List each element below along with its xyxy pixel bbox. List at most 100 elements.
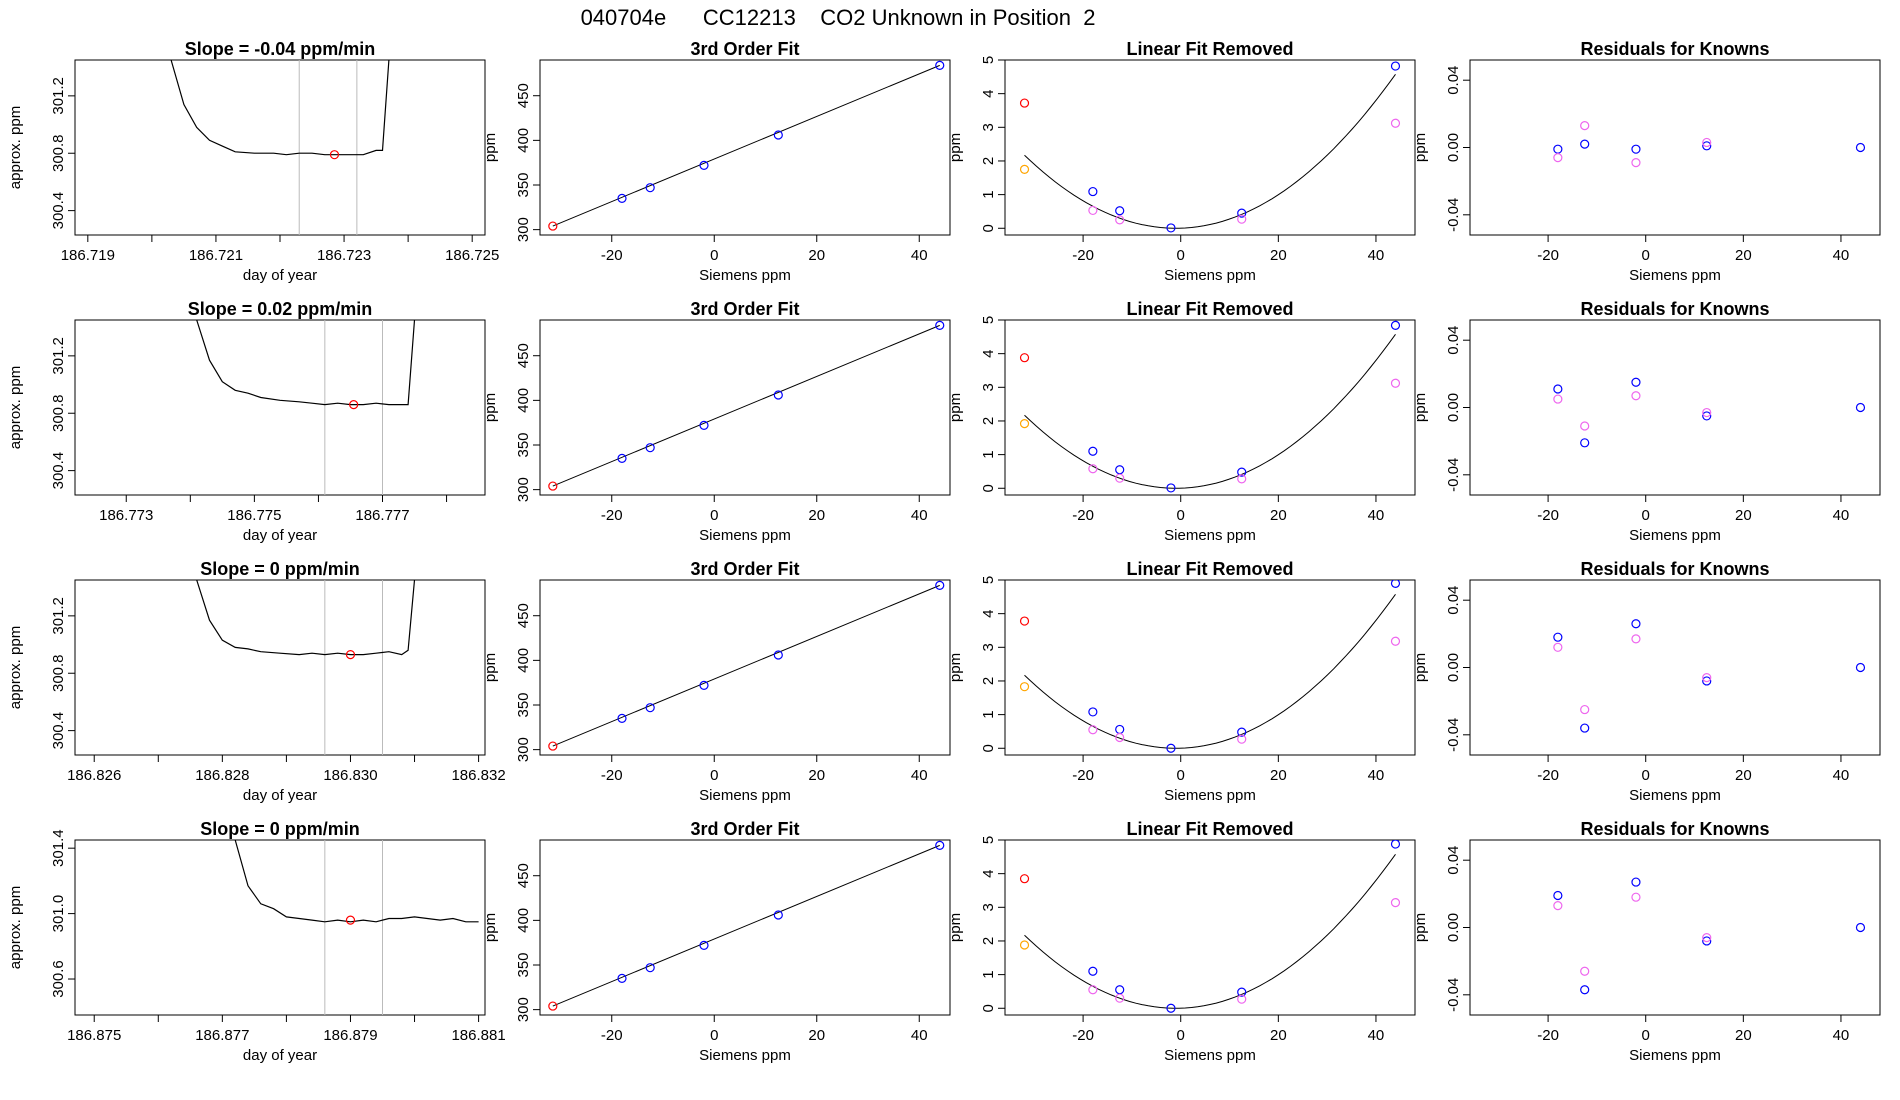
y-tick-label: 300 [515, 217, 532, 242]
y-tick-label: 3 [980, 903, 997, 911]
x-tick-label: 0 [1177, 507, 1185, 524]
data-point [699, 160, 709, 170]
data-point [548, 221, 558, 231]
data-point [935, 320, 945, 330]
data-point [1702, 411, 1712, 421]
chart-panel: 3rd Order Fit -20 0 20 40 300 350 400 450 Siemens… [482, 299, 951, 544]
data-point [1166, 223, 1176, 233]
y-axis-label: ppm [947, 393, 964, 422]
data-point [935, 580, 945, 590]
data-point [1580, 139, 1590, 149]
plot-area [1019, 61, 1401, 233]
data-point [645, 963, 655, 973]
y-tick-label: 1 [980, 710, 997, 718]
x-tick-label: 0 [1177, 247, 1185, 264]
data-point [1580, 704, 1590, 715]
plot-area [196, 320, 416, 495]
chart-panel: Residuals for Knowns -20 0 20 40 -0.04 0.00 0.0… [1412, 559, 1881, 804]
mean-point-marker [345, 915, 356, 925]
data-point [1580, 723, 1590, 733]
data-point [1702, 407, 1712, 418]
panel-grid: Slope = -0.04 ppm/min 186.719 186.721 186.7… [7, 39, 1881, 1064]
chart-title: Slope = 0 ppm/min [200, 559, 360, 579]
data-point [1855, 142, 1866, 153]
data-point [617, 193, 627, 203]
plot-frame [1469, 319, 1881, 496]
x-tick-label: 0 [710, 247, 718, 264]
figure-title: 040704e CC12213 CO2 Unknown in Position … [581, 5, 1096, 30]
x-tick-label: 0 [1642, 507, 1650, 524]
fit-curve [1024, 854, 1396, 1009]
chart-title: 3rd Order Fit [690, 559, 799, 579]
plot-area [1553, 877, 1866, 995]
data-point [548, 741, 558, 751]
data-point [617, 973, 627, 983]
chart-title: Slope = 0 ppm/min [200, 819, 360, 839]
data-point [1580, 121, 1590, 131]
data-point [1390, 320, 1401, 330]
x-tick-label: -20 [1072, 767, 1094, 784]
x-tick-label: 40 [1833, 247, 1850, 264]
data-point [1237, 208, 1247, 218]
mean-point-marker [345, 649, 356, 660]
chart-title: 3rd Order Fit [690, 39, 799, 59]
y-tick-label: 0 [980, 1004, 997, 1012]
chart-title: 3rd Order Fit [690, 299, 799, 319]
data-point [1580, 966, 1590, 976]
data-point [1088, 186, 1098, 197]
y-tick-label: 300.8 [50, 654, 67, 692]
plot-frame [74, 839, 486, 1016]
chart-panel: Residuals for Knowns -20 0 20 40 -0.04 0.00 0.0… [1412, 39, 1881, 284]
data-point [1553, 152, 1563, 163]
data-point [1855, 402, 1866, 413]
x-tick-label: 186.777 [355, 507, 409, 524]
y-tick-label: 0.04 [1445, 586, 1462, 615]
chart-title: Residuals for Knowns [1580, 39, 1769, 59]
chart-title: Linear Fit Removed [1126, 559, 1293, 579]
y-tick-label: 400 [515, 128, 532, 153]
x-tick-label: -20 [1072, 507, 1094, 524]
x-tick-label: -20 [601, 767, 623, 784]
x-tick-label: -20 [601, 1027, 623, 1044]
x-tick-label: -20 [1537, 1027, 1559, 1044]
x-tick-label: 0 [710, 767, 718, 784]
chart-panel: Residuals for Knowns -20 0 20 40 -0.04 0.00 0.0… [1412, 819, 1881, 1064]
chart-panel: Slope = -0.04 ppm/min 186.719 186.721 186.7… [7, 39, 499, 284]
data-point [1553, 632, 1563, 642]
x-tick-label: 20 [1735, 1027, 1752, 1044]
plot-area [548, 840, 945, 1011]
data-point [1115, 215, 1125, 225]
data-point [935, 60, 945, 70]
plot-area [234, 840, 479, 1015]
y-tick-label: 0 [980, 744, 997, 752]
data-point [1631, 391, 1641, 401]
y-tick-label: 4 [980, 869, 997, 877]
x-axis-label: Siemens ppm [1164, 267, 1256, 284]
x-tick-label: 186.832 [451, 767, 505, 784]
data-point [1553, 901, 1563, 911]
fit-curve [1024, 594, 1396, 749]
x-tick-label: 186.877 [195, 1027, 249, 1044]
x-axis-label: Siemens ppm [1629, 1047, 1721, 1064]
y-axis-label: approx. ppm [7, 366, 24, 449]
mean-point-marker [329, 150, 340, 160]
data-point [617, 713, 627, 723]
x-tick-label: 186.875 [67, 1027, 121, 1044]
data-point [1702, 137, 1712, 148]
x-tick-label: 186.721 [189, 247, 243, 264]
y-tick-label: 3 [980, 123, 997, 131]
data-point [1702, 936, 1712, 946]
data-point [645, 443, 655, 453]
y-tick-label: 0.00 [1445, 393, 1462, 422]
y-tick-label: 400 [515, 388, 532, 413]
x-axis-label: Siemens ppm [1629, 267, 1721, 284]
data-point [1088, 446, 1098, 456]
fit-line [552, 844, 940, 1007]
y-tick-label: 0.00 [1445, 653, 1462, 682]
data-point [1631, 619, 1641, 629]
y-tick-label: 450 [515, 863, 532, 888]
y-tick-label: -0.04 [1445, 198, 1462, 232]
x-tick-label: 186.828 [195, 767, 249, 784]
x-tick-label: -20 [1072, 1027, 1094, 1044]
